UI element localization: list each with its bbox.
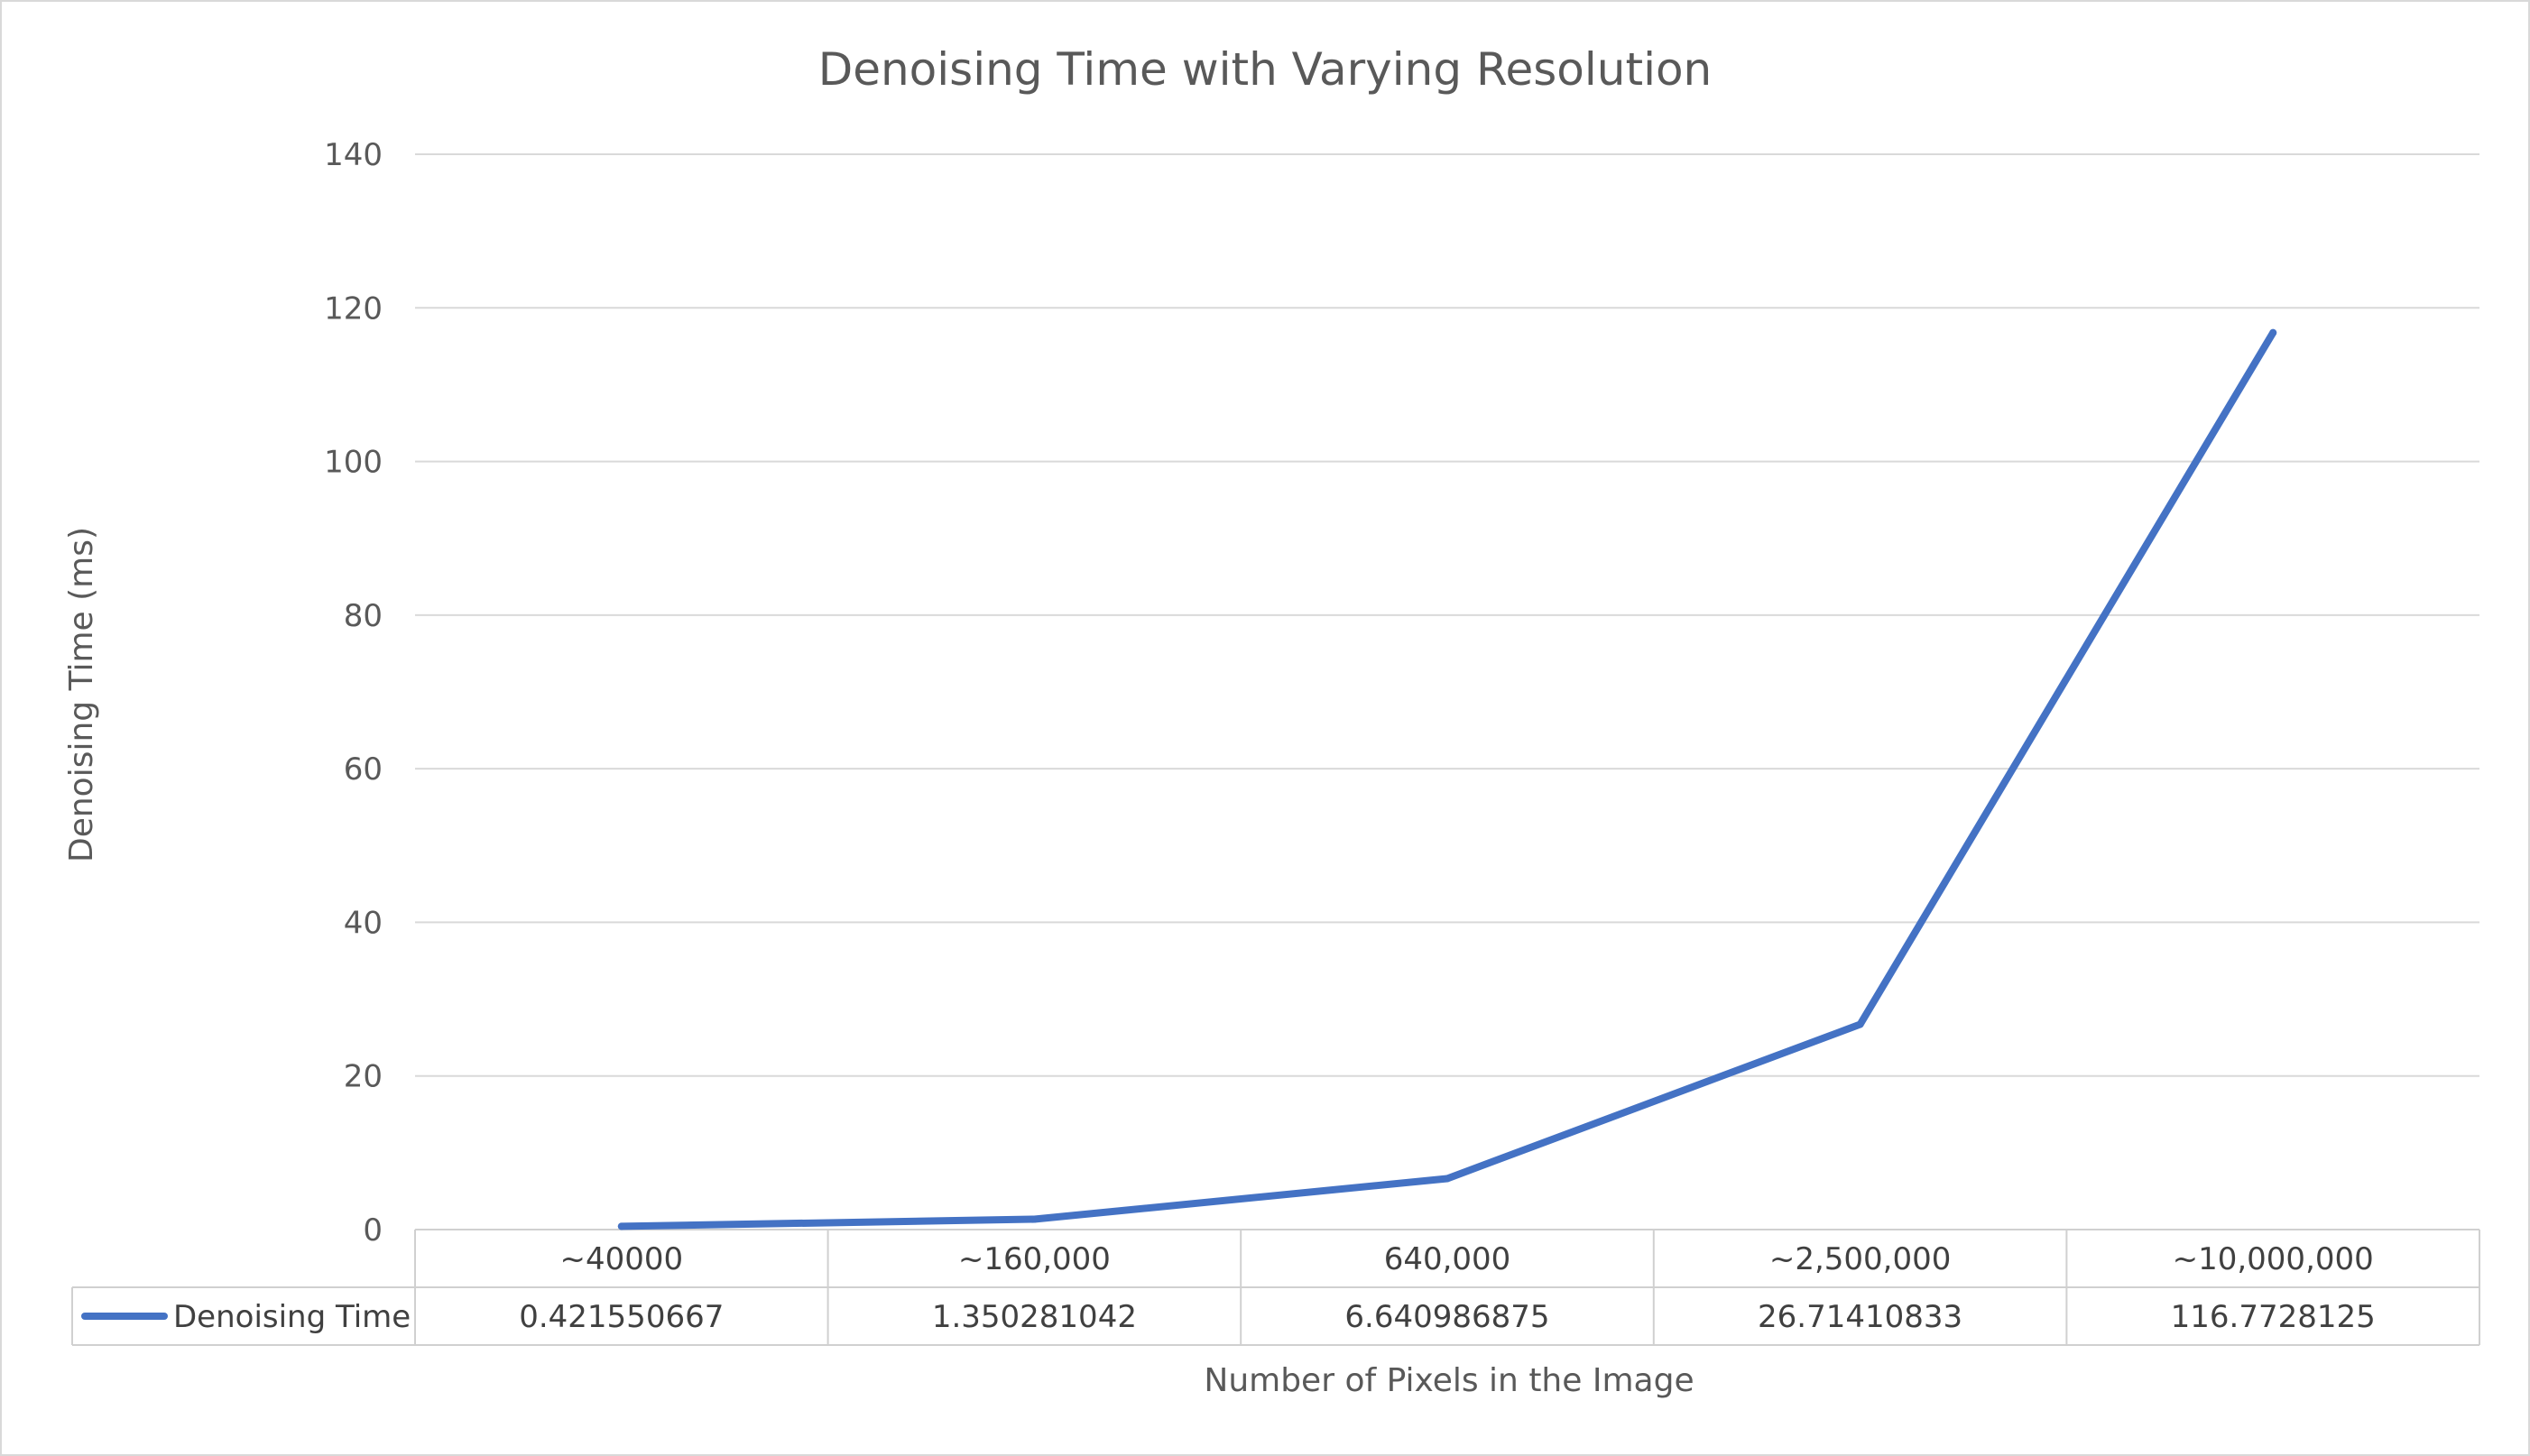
data-label: 6.640986875 [1344,1299,1549,1335]
data-label: 26.71410833 [1758,1299,1962,1335]
gridlines [415,153,2479,1077]
series-layer [617,328,2277,1230]
y-tick-label: 80 [344,598,383,634]
data-label: 0.421550667 [519,1299,724,1335]
y-axis-title: Denoising Time (ms) [63,527,100,862]
x-category-label: ~2,500,000 [1769,1241,1952,1277]
chart-title: Denoising Time with Varying Resolution [818,43,1713,96]
x-category-label: ~160,000 [958,1241,1111,1277]
y-tick-label: 0 [363,1212,383,1249]
legend-label: Denoising Time [173,1299,411,1335]
x-category-label: 640,000 [1384,1241,1511,1277]
data-table: ~40000 ~160,000 640,000 ~2,500,000 ~10,000,0… [71,1229,2480,1346]
y-tick-label: 140 [324,137,383,173]
y-tick-label: 120 [324,290,383,327]
y-tick-labels: 0 20 40 60 80 100 120 140 [324,137,383,1249]
y-tick-label: 40 [344,905,383,941]
data-label: 116.7728125 [2171,1299,2376,1335]
data-point [617,1222,625,1230]
y-tick-label: 60 [344,751,383,788]
data-point [1030,1215,1039,1223]
data-point [2269,328,2277,336]
x-axis-title: Number of Pixels in the Image [1204,1362,1694,1399]
data-point [1444,1175,1451,1183]
y-tick-label: 20 [344,1059,383,1095]
x-category-label: ~10,000,000 [2173,1241,2374,1277]
x-category-label: ~40000 [559,1241,683,1277]
data-label: 1.350281042 [932,1299,1137,1335]
y-tick-label: 100 [324,445,383,481]
data-point [1856,1020,1864,1028]
